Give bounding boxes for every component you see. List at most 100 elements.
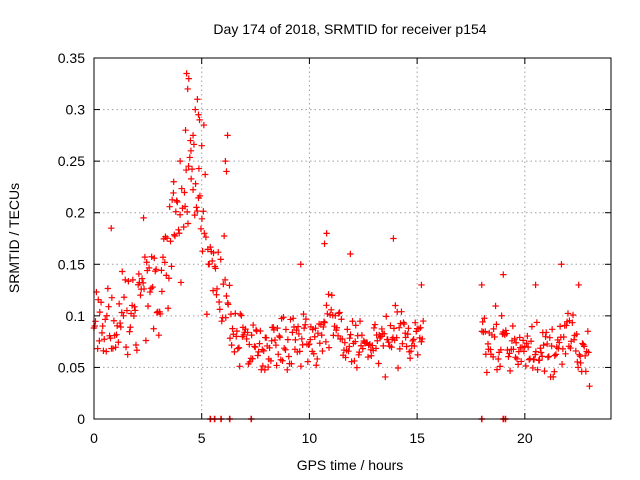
data-point (222, 157, 229, 165)
data-point (540, 341, 547, 349)
data-point (178, 185, 185, 192)
data-point (92, 318, 99, 325)
data-point (223, 168, 230, 175)
data-point (127, 324, 134, 331)
data-point (304, 358, 312, 365)
data-point (544, 354, 552, 361)
data-point (124, 351, 131, 358)
data-point (289, 329, 296, 336)
data-point (192, 180, 199, 187)
data-point (405, 325, 412, 332)
data-point (368, 352, 375, 359)
data-point (284, 336, 292, 343)
data-point (349, 318, 356, 325)
data-point (328, 306, 335, 314)
data-point (538, 353, 546, 360)
data-point (222, 314, 229, 321)
data-point (188, 165, 196, 173)
data-point (562, 350, 569, 357)
data-point (189, 132, 197, 139)
data-point (332, 312, 339, 319)
data-point (231, 348, 238, 356)
data-point (574, 358, 581, 366)
y-tick-label: 0.05 (58, 359, 85, 375)
data-point (182, 166, 190, 174)
data-point (185, 75, 192, 82)
data-point (201, 230, 208, 237)
data-point (281, 344, 288, 352)
data-point (310, 350, 317, 357)
data-point (396, 345, 404, 353)
data-point (196, 116, 203, 124)
data-point (320, 323, 327, 331)
data-point (536, 356, 543, 364)
data-point (96, 337, 103, 345)
data-point (133, 347, 141, 354)
data-point (157, 310, 164, 318)
data-point (503, 330, 510, 337)
data-point (100, 347, 107, 355)
data-point (273, 362, 280, 369)
data-point (144, 302, 152, 310)
data-point (346, 334, 353, 342)
data-point (266, 344, 273, 352)
data-point (505, 353, 512, 360)
data-point (229, 325, 236, 332)
data-point (549, 373, 557, 381)
data-point (378, 325, 386, 333)
grid-lines (94, 58, 611, 419)
data-point (264, 363, 272, 371)
data-point (542, 333, 549, 340)
data-point (226, 282, 233, 289)
data-point (285, 353, 292, 360)
data-point (334, 332, 342, 340)
data-point (314, 330, 322, 337)
data-point (574, 364, 582, 371)
x-tick-label: 15 (409, 430, 425, 446)
data-point (309, 326, 316, 333)
data-point (110, 317, 118, 324)
data-point (123, 307, 131, 314)
data-point (132, 341, 140, 349)
y-tick-label: 0 (77, 411, 85, 427)
data-point (224, 132, 231, 139)
data-point (220, 280, 227, 288)
data-point (202, 233, 210, 241)
data-point (333, 324, 341, 331)
data-point (97, 299, 105, 306)
data-point (220, 232, 228, 240)
data-point (481, 315, 488, 322)
data-point (532, 281, 539, 289)
data-point (522, 362, 529, 370)
data-point (118, 309, 125, 316)
y-tick-label: 0.15 (58, 256, 85, 272)
data-point (187, 147, 195, 155)
data-point (541, 367, 548, 375)
data-point (166, 203, 173, 210)
data-point (119, 268, 126, 275)
data-point (131, 307, 139, 314)
data-point (213, 291, 220, 298)
data-point (276, 332, 283, 340)
data-point (293, 326, 300, 334)
data-point (244, 329, 251, 336)
data-point (297, 261, 304, 268)
data-point (380, 342, 387, 350)
data-point (399, 340, 406, 347)
data-point (126, 328, 133, 335)
data-point (581, 343, 588, 350)
data-point (271, 336, 279, 344)
data-point (238, 312, 245, 319)
data-point (297, 362, 305, 370)
data-point (113, 331, 120, 338)
data-point (533, 319, 541, 326)
data-point (99, 322, 106, 330)
data-point (184, 220, 192, 227)
data-point (345, 348, 352, 355)
data-point (182, 127, 189, 134)
data-point (559, 345, 567, 353)
data-point (371, 321, 379, 328)
data-point (356, 348, 363, 356)
data-point (207, 243, 214, 251)
data-point (338, 316, 345, 323)
